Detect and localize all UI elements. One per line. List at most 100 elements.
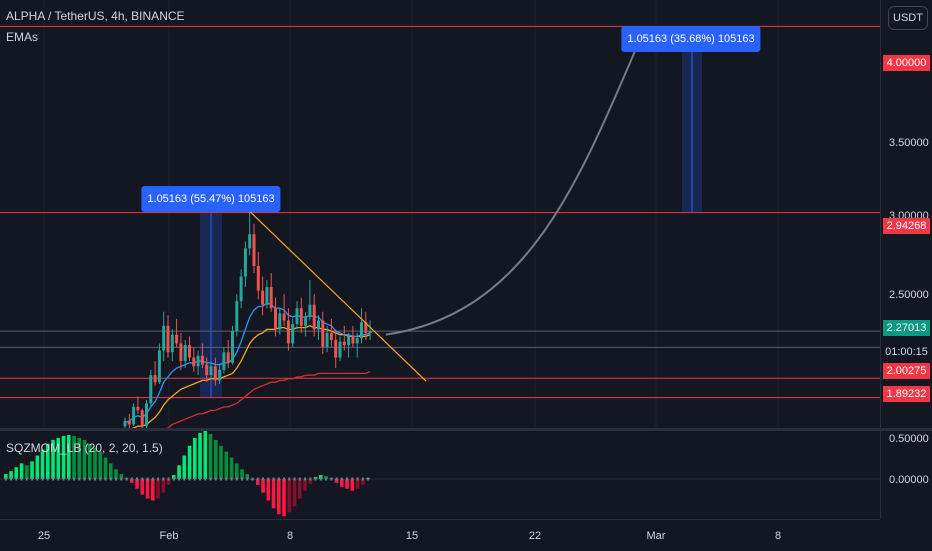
squeeze-dot xyxy=(125,477,128,481)
measure-label-1[interactable]: 1.05163 (55.47%) 105163 xyxy=(141,186,281,212)
candle-body xyxy=(252,234,256,266)
momentum-bar xyxy=(361,479,365,485)
momentum-bar xyxy=(103,457,108,479)
measure-label-2[interactable]: 1.05163 (35.68%) 105163 xyxy=(621,26,761,52)
momentum-bar xyxy=(298,479,302,499)
last-price-badge: 2.27013 xyxy=(883,320,930,336)
sqzmom-indicator-label[interactable]: SQZMOM_LB (20, 2, 20, 1.5) xyxy=(6,441,163,455)
candle-body xyxy=(183,345,187,362)
momentum-bar xyxy=(140,479,145,495)
candle-body xyxy=(317,320,320,330)
price-axis[interactable] xyxy=(880,0,932,519)
candle-body xyxy=(123,420,127,427)
ema-indicator-label[interactable]: EMAs xyxy=(6,30,39,44)
squeeze-dot xyxy=(20,477,23,481)
squeeze-dot xyxy=(41,477,44,481)
squeeze-dot xyxy=(36,477,39,481)
candle-body xyxy=(196,355,200,367)
price-tick: 3.50000 xyxy=(889,137,929,149)
squeeze-dot xyxy=(246,477,249,481)
candle-body xyxy=(153,375,157,383)
candle-body xyxy=(200,355,204,365)
resistance-price-badge: 2.94268 xyxy=(883,218,930,234)
squeeze-dot xyxy=(57,477,60,481)
candle-body xyxy=(342,341,346,346)
momentum-bar xyxy=(256,479,260,485)
momentum-bar xyxy=(82,439,87,479)
momentum-bar xyxy=(130,479,134,483)
symbol-title[interactable]: ALPHA / TetherUS, 4h, BINANCE xyxy=(6,9,185,23)
squeeze-dot xyxy=(314,477,317,481)
momentum-bar xyxy=(208,434,213,479)
candle-body xyxy=(213,366,217,381)
candle-body xyxy=(295,308,299,325)
time-tick: Mar xyxy=(646,530,666,542)
squeeze-dot xyxy=(361,477,364,481)
squeeze-dot xyxy=(199,477,202,481)
squeeze-dot xyxy=(351,477,354,481)
squeeze-dot xyxy=(99,477,102,481)
candle-body xyxy=(291,324,295,344)
time-tick: 8 xyxy=(774,530,782,542)
candle-body xyxy=(166,325,170,353)
momentum-bar xyxy=(9,471,13,479)
squeeze-dot xyxy=(109,477,112,481)
squeeze-dot xyxy=(172,477,175,481)
momentum-bar xyxy=(161,479,166,493)
squeeze-dot xyxy=(325,477,328,481)
squeeze-dot xyxy=(319,477,322,481)
squeeze-dot xyxy=(83,477,86,481)
pane-separator[interactable] xyxy=(0,428,932,431)
momentum-bar xyxy=(345,479,349,489)
squeeze-dot xyxy=(183,477,186,481)
momentum-bar xyxy=(198,433,202,479)
momentum-bar xyxy=(282,479,286,517)
squeeze-dot xyxy=(346,477,349,481)
time-axis[interactable] xyxy=(0,519,880,551)
candle-body xyxy=(256,265,260,291)
squeeze-dot xyxy=(304,477,307,481)
squeeze-dot xyxy=(298,477,301,481)
squeeze-dot xyxy=(214,477,217,481)
momentum-bar xyxy=(245,474,250,479)
oscillator-pane[interactable] xyxy=(0,431,880,519)
squeeze-dot xyxy=(283,477,286,481)
time-tick: 8 xyxy=(286,530,294,542)
candle-body xyxy=(321,320,325,347)
candle-body xyxy=(261,290,265,305)
momentum-bar xyxy=(77,437,82,479)
candle-body xyxy=(205,364,209,376)
squeeze-dot xyxy=(367,477,370,481)
candle-body xyxy=(278,313,282,330)
candle-body xyxy=(218,369,222,381)
squeeze-dot xyxy=(204,477,207,481)
squeeze-dot xyxy=(136,477,139,481)
candle-body xyxy=(360,322,363,339)
squeeze-dot xyxy=(230,477,233,481)
momentum-bar xyxy=(46,443,50,479)
squeeze-dot xyxy=(73,477,76,481)
momentum-bar xyxy=(35,455,40,479)
candle-body xyxy=(338,341,342,358)
squeeze-dot xyxy=(309,477,312,481)
currency-button[interactable]: USDT xyxy=(888,6,928,30)
candle-body xyxy=(364,322,368,333)
candle-body xyxy=(136,406,140,411)
candle-body xyxy=(235,301,239,332)
momentum-bar xyxy=(182,455,187,479)
momentum-bar xyxy=(334,479,339,483)
main-price-pane[interactable] xyxy=(0,0,880,428)
candle-body xyxy=(355,338,359,344)
price-tick: 2.50000 xyxy=(889,289,929,301)
squeeze-dot xyxy=(267,477,270,481)
momentum-bar xyxy=(308,479,313,484)
squeeze-dot xyxy=(288,477,291,481)
candle-body xyxy=(274,308,277,330)
momentum-bar xyxy=(219,445,223,479)
momentum-bar xyxy=(177,465,181,479)
momentum-bar xyxy=(193,437,197,479)
squeeze-dot xyxy=(130,477,133,481)
squeeze-dot xyxy=(167,477,170,481)
momentum-bar xyxy=(14,467,19,479)
